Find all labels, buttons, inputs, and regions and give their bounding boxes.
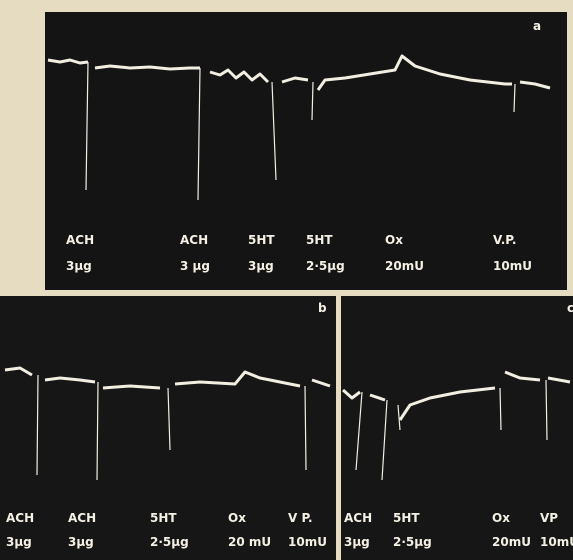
trace (47, 54, 551, 91)
trace (4, 366, 331, 390)
drug-label: ACH (344, 511, 372, 525)
dose-label: 20mU (492, 535, 531, 549)
dose-label: 3µg (248, 259, 274, 273)
drug-label: 5HT (150, 511, 177, 525)
spike (355, 379, 548, 481)
drug-label: V.P. (493, 233, 516, 247)
dose-label: 10mU (540, 535, 573, 549)
dose-label: 3µg (6, 535, 32, 549)
panel-a-bg (45, 12, 567, 290)
dose-label: 20 mU (228, 535, 271, 549)
drug-label: V P. (288, 511, 313, 525)
spike (85, 61, 516, 201)
panel-c-bg (341, 296, 573, 560)
drug-label: ACH (68, 511, 96, 525)
drug-label: VP (540, 511, 558, 525)
dose-label: 20mU (385, 259, 424, 273)
dose-label: 2·5µg (306, 259, 345, 273)
dose-label: 10mU (288, 535, 327, 549)
dose-label: 2·5µg (150, 535, 189, 549)
trace (342, 370, 571, 421)
dose-label: 3µg (66, 259, 92, 273)
dose-label: 3 µg (180, 259, 210, 273)
panel-letter: a (533, 19, 541, 33)
panel-letter: c (567, 301, 573, 315)
drug-label: ACH (180, 233, 208, 247)
dose-label: 3µg (344, 535, 370, 549)
drug-label: 5HT (306, 233, 333, 247)
drug-label: 5HT (248, 233, 275, 247)
drug-label: Ox (492, 511, 510, 525)
dose-label: 10mU (493, 259, 532, 273)
drug-label: ACH (66, 233, 94, 247)
spike (36, 374, 307, 481)
dose-label: 2·5µg (393, 535, 432, 549)
drug-label: Ox (385, 233, 403, 247)
drug-label: Ox (228, 511, 246, 525)
drug-label: 5HT (393, 511, 420, 525)
panel-letter: b (318, 301, 327, 315)
panel-b-bg (0, 296, 336, 560)
dose-label: 3µg (68, 535, 94, 549)
drug-label: ACH (6, 511, 34, 525)
